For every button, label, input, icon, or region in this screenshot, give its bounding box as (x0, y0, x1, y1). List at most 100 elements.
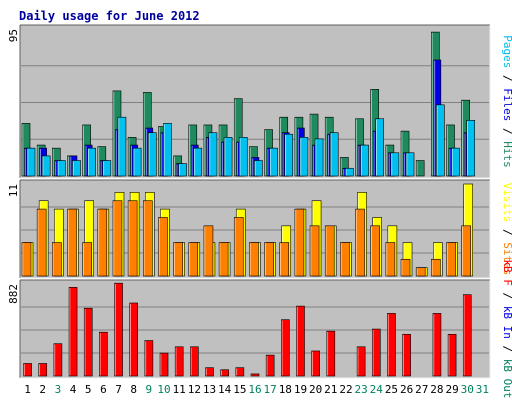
panel-hits-scale-label: 95 (7, 29, 20, 42)
x-tick-day-13: 13 (203, 383, 216, 396)
legend-entry: Visits (501, 183, 512, 223)
x-tick-day-15: 15 (233, 383, 246, 396)
x-tick-day-5: 5 (85, 383, 92, 396)
bar-sites-day-7 (112, 200, 123, 277)
bar-kbf-day-14 (220, 369, 229, 377)
bar-kbf-day-29 (447, 333, 457, 377)
x-tick-day-3: 3 (55, 383, 62, 396)
legend-entry: / (501, 68, 512, 88)
panel-kbytes: 882 kB F / kB In / kB Out (7, 259, 512, 398)
bar-kbf-day-17 (265, 354, 275, 377)
x-tick-day-24: 24 (370, 383, 384, 396)
bar-sites-day-29 (446, 242, 456, 277)
x-tick-day-17: 17 (264, 383, 277, 396)
x-tick-day-8: 8 (130, 383, 137, 396)
x-tick-day-29: 29 (445, 383, 458, 396)
bar-pages-day-9 (147, 132, 157, 177)
bar-pages-day-2 (41, 155, 51, 177)
bar-kbf-day-21 (326, 330, 336, 377)
x-tick-day-19: 19 (294, 383, 307, 396)
bar-pages-day-5 (87, 147, 96, 177)
bar-pages-day-30 (466, 119, 475, 177)
bar-sites-day-23 (355, 208, 365, 277)
x-tick-day-10: 10 (157, 383, 170, 396)
panel-visits-legend: Visits / Sites (501, 183, 512, 276)
bar-kbf-day-13 (205, 367, 214, 377)
bar-pages-day-24 (375, 118, 385, 177)
bar-kbf-day-28 (432, 313, 442, 377)
bar-pages-day-16 (254, 160, 263, 177)
bar-pages-day-7 (117, 116, 127, 177)
bar-pages-day-17 (269, 147, 278, 177)
legend-entry: Pages (501, 35, 512, 68)
legend-entry: / (501, 222, 512, 242)
bar-pages-day-4 (72, 160, 81, 177)
bar-sites-day-28 (431, 258, 441, 277)
bar-sites-day-26 (400, 258, 411, 277)
x-tick-day-23: 23 (355, 383, 368, 396)
panel-hits: 95 Pages / Files / Hits (7, 24, 512, 179)
x-tick-day-27: 27 (415, 383, 428, 396)
bar-sites-day-21 (324, 225, 335, 277)
x-tick-day-16: 16 (248, 383, 261, 396)
x-tick-day-14: 14 (218, 383, 232, 396)
bar-sites-day-16 (249, 242, 259, 277)
bar-kbf-day-20 (311, 350, 320, 377)
legend-entry: Hits (501, 141, 512, 168)
bar-kbf-day-24 (371, 328, 381, 377)
bar-kbf-day-3 (53, 343, 63, 377)
legend-entry: kB In (501, 306, 512, 339)
bar-sites-day-13 (203, 225, 214, 277)
bar-sites-day-27 (415, 267, 426, 277)
bar-pages-day-22 (345, 167, 354, 177)
panel-kbytes-background (20, 280, 490, 378)
bar-sites-day-12 (188, 242, 199, 277)
bar-sites-day-4 (67, 208, 77, 277)
bar-pages-day-20 (314, 138, 324, 177)
bar-pages-day-25 (390, 152, 400, 177)
bar-kbf-day-25 (387, 313, 396, 377)
bar-sites-day-10 (158, 217, 168, 277)
bar-sites-day-15 (233, 217, 244, 277)
bar-sites-day-17 (264, 242, 274, 277)
panel-kbytes-legend: kB F / kB In / kB Out (501, 259, 512, 398)
legend-entry: / (501, 286, 512, 306)
x-tick-day-7: 7 (115, 383, 122, 396)
panel-hits-legend: Pages / Files / Hits (501, 35, 512, 168)
bar-pages-day-26 (405, 152, 415, 177)
x-tick-day-22: 22 (339, 383, 352, 396)
bar-pages-day-10 (163, 123, 172, 177)
bar-sites-day-20 (309, 225, 320, 277)
x-tick-day-11: 11 (173, 383, 186, 396)
legend-entry: / (501, 121, 512, 141)
bar-sites-day-22 (340, 242, 350, 277)
bar-sites-day-25 (385, 242, 396, 277)
bar-kbf-day-23 (356, 346, 366, 377)
bar-pages-day-1 (26, 147, 36, 177)
bar-pages-day-21 (329, 132, 339, 177)
bar-kbf-day-7 (114, 282, 123, 377)
bar-sites-day-8 (127, 200, 138, 277)
bar-pages-day-19 (299, 137, 309, 177)
bar-kbf-day-2 (38, 363, 48, 377)
x-tick-day-18: 18 (279, 383, 292, 396)
bar-pages-day-8 (132, 147, 142, 177)
bar-kbf-day-10 (159, 352, 169, 377)
bar-pages-day-14 (223, 137, 233, 177)
bar-sites-day-18 (279, 242, 290, 277)
bar-sites-day-5 (82, 242, 92, 277)
bar-sites-day-24 (370, 225, 381, 277)
x-tick-day-6: 6 (100, 383, 107, 396)
bar-sites-day-14 (218, 242, 229, 277)
bar-kbf-day-4 (68, 287, 78, 377)
bar-kbf-day-1 (23, 363, 32, 377)
bar-kbf-day-5 (83, 307, 93, 377)
x-tick-day-2: 2 (39, 383, 46, 396)
x-tick-day-4: 4 (70, 383, 77, 396)
bar-kbf-day-19 (296, 305, 305, 377)
bar-pages-day-23 (360, 144, 369, 177)
bar-sites-day-2 (36, 208, 47, 277)
bar-pages-day-11 (178, 163, 187, 177)
